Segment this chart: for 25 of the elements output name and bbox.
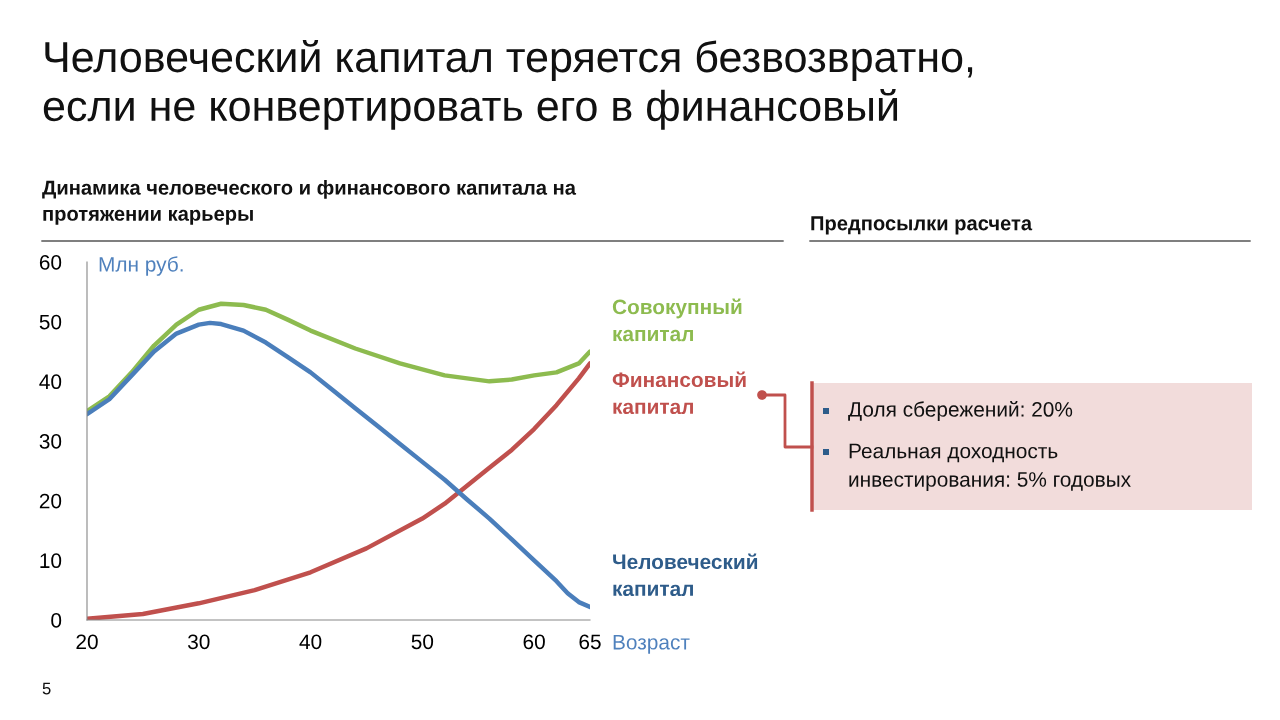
y-tick-label: 0 bbox=[51, 613, 62, 628]
text: 5 bbox=[42, 682, 51, 695]
x-tick-label: 20 bbox=[76, 634, 98, 650]
y-tick-label: 10 bbox=[40, 553, 62, 569]
text: Реальная доходность инвестирования: 5% годовых bbox=[849, 443, 1131, 491]
series-label: Человеческий капитал bbox=[613, 553, 758, 597]
chart-title: Человеческий капитал теряется безвозвратно, если не конвертировать его в финансовый bbox=[43, 40, 973, 130]
series-label: Совокупный капитал bbox=[612, 298, 742, 342]
x-tick-label: 30 bbox=[187, 634, 210, 650]
line-series bbox=[87, 320, 590, 610]
x-axis-title: Возраст bbox=[613, 635, 690, 654]
x-tick-label: 60 bbox=[523, 634, 545, 650]
y-tick-label: 20 bbox=[39, 493, 62, 509]
text: Доля сбережений: 20% bbox=[848, 401, 1073, 421]
text: Предпосылки расчета bbox=[811, 216, 1033, 235]
chart-subtitle: Динамика человеческого и финансового капитала на протяжении карьеры bbox=[42, 180, 577, 225]
x-tick-label: 50 bbox=[411, 634, 434, 650]
x-tick-label: 40 bbox=[299, 634, 322, 650]
y-axis-title: Млн руб. bbox=[99, 256, 183, 276]
y-tick-label: 50 bbox=[39, 314, 62, 330]
x-tick-label: 65 bbox=[579, 634, 601, 650]
y-tick-label: 30 bbox=[39, 434, 62, 449]
y-tick-label: 40 bbox=[39, 374, 62, 390]
y-tick-label: 60 bbox=[39, 255, 62, 270]
legend-label: Финансовый капитал bbox=[612, 371, 746, 415]
